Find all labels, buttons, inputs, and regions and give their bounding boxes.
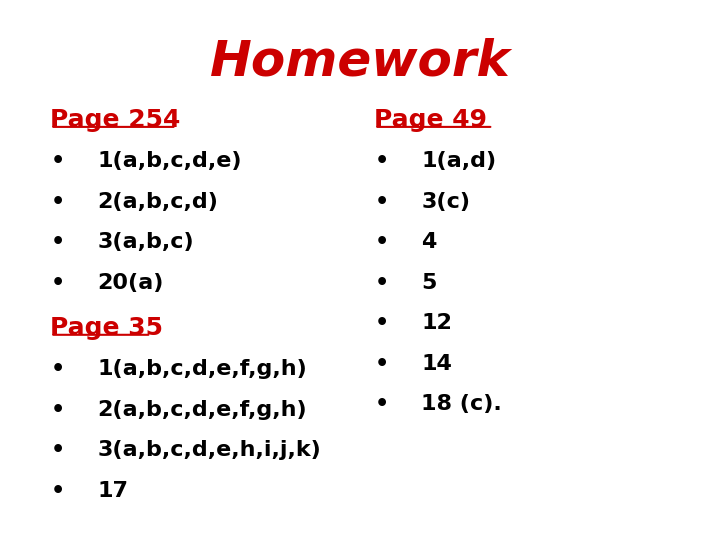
Text: •: • — [374, 151, 389, 171]
Text: •: • — [374, 394, 389, 414]
Text: Homework: Homework — [210, 38, 510, 86]
Text: •: • — [50, 359, 65, 379]
Text: •: • — [50, 151, 65, 171]
Text: •: • — [50, 400, 65, 420]
Text: •: • — [50, 192, 65, 212]
Text: 3(a,b,c): 3(a,b,c) — [97, 232, 194, 252]
Text: 1(a,b,c,d,e): 1(a,b,c,d,e) — [97, 151, 242, 171]
Text: 14: 14 — [421, 354, 452, 374]
Text: •: • — [374, 273, 389, 293]
Text: 4: 4 — [421, 232, 436, 252]
Text: •: • — [374, 232, 389, 252]
Text: 2(a,b,c,d): 2(a,b,c,d) — [97, 192, 218, 212]
Text: •: • — [50, 481, 65, 501]
Text: •: • — [374, 313, 389, 333]
Text: •: • — [374, 192, 389, 212]
Text: 20(a): 20(a) — [97, 273, 163, 293]
Text: 5: 5 — [421, 273, 436, 293]
Text: Page 49: Page 49 — [374, 108, 487, 132]
Text: •: • — [50, 440, 65, 460]
Text: 3(c): 3(c) — [421, 192, 470, 212]
Text: 17: 17 — [97, 481, 128, 501]
Text: 1(a,d): 1(a,d) — [421, 151, 496, 171]
Text: Page 254: Page 254 — [50, 108, 181, 132]
Text: •: • — [50, 273, 65, 293]
Text: •: • — [50, 232, 65, 252]
Text: Page 35: Page 35 — [50, 316, 163, 340]
Text: 1(a,b,c,d,e,f,g,h): 1(a,b,c,d,e,f,g,h) — [97, 359, 307, 379]
Text: 18 (c).: 18 (c). — [421, 394, 502, 414]
Text: 2(a,b,c,d,e,f,g,h): 2(a,b,c,d,e,f,g,h) — [97, 400, 307, 420]
Text: 3(a,b,c,d,e,h,i,j,k): 3(a,b,c,d,e,h,i,j,k) — [97, 440, 321, 460]
Text: •: • — [374, 354, 389, 374]
Text: 12: 12 — [421, 313, 452, 333]
